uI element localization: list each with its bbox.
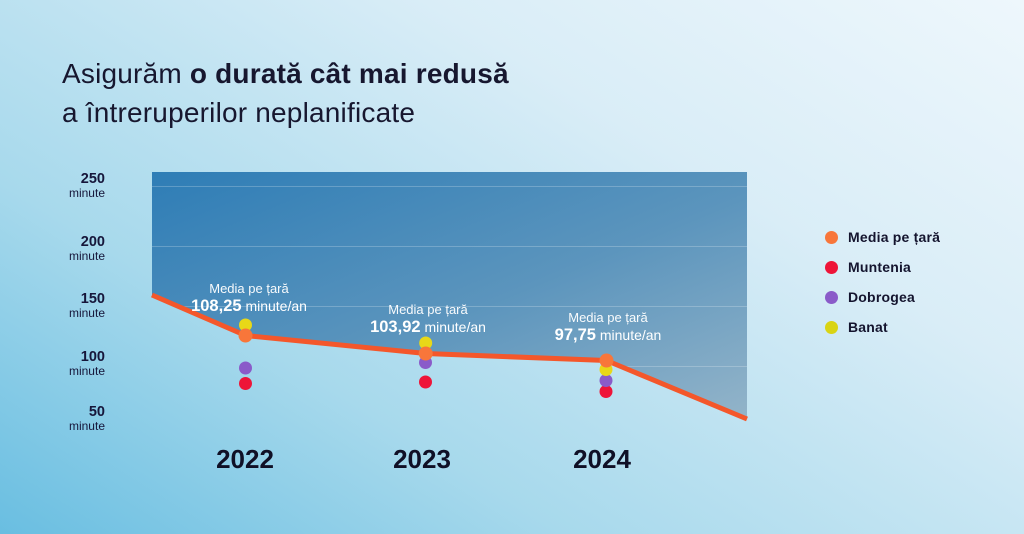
y-tick-value: 100 [80, 349, 105, 365]
legend-dot-orange-icon [825, 230, 838, 244]
x-tick-2023: 2023 [393, 444, 451, 474]
point-2022-dobrogea [239, 361, 252, 375]
legend-dot-yellow-icon [825, 320, 838, 334]
legend-item-muntenia: Muntenia [825, 256, 940, 278]
annotation-value: 103,92 [370, 317, 421, 336]
legend-dot-purple-icon [825, 290, 838, 304]
annotation-2023: Media pe țară 103,92 minute/an [370, 302, 486, 337]
annotation-label: Media pe țară [568, 310, 648, 325]
legend: Media pe țară Muntenia Dobrogea Banat [825, 226, 940, 346]
legend-item-banat: Banat [825, 316, 940, 338]
annotation-label: Media pe țară [388, 302, 468, 317]
point-2023-media [418, 346, 433, 361]
annotation-2022: Media pe țară 108,25 minute/an [191, 281, 307, 316]
point-2023-muntenia [419, 375, 432, 389]
y-tick-250: 250 minute [30, 172, 105, 200]
point-2024-muntenia [599, 385, 613, 398]
y-tick-unit: minute [68, 419, 105, 433]
point-2022-banat [239, 318, 252, 332]
annotation-value: 97,75 [554, 325, 596, 344]
title-line2: a întreruperilor neplanificate [62, 97, 416, 128]
annotation-unit: minute/an [599, 326, 662, 343]
y-tick-unit: minute [68, 306, 105, 320]
point-2024-media [599, 353, 614, 368]
annotation-unit: minute/an [245, 297, 307, 314]
point-2022-muntenia [239, 377, 252, 390]
y-tick-value: 50 [88, 404, 105, 420]
y-tick-unit: minute [68, 249, 105, 263]
y-tick-100: 100 minute [30, 350, 105, 378]
title-highlight: o durată cât mai redusă [189, 58, 509, 89]
y-tick-value: 250 [80, 171, 105, 187]
y-tick-value: 200 [80, 234, 105, 250]
y-tick-unit: minute [68, 364, 105, 378]
annotation-value: 108,25 [191, 296, 242, 315]
y-tick-200: 200 minute [30, 235, 105, 263]
legend-item-media-pe-tara: Media pe țară [825, 226, 940, 248]
y-tick-50: 50 minute [30, 405, 105, 433]
annotation-unit: minute/an [424, 318, 486, 335]
legend-label: Dobrogea [848, 289, 915, 305]
legend-item-dobrogea: Dobrogea [825, 286, 940, 308]
annotation-label: Media pe țară [209, 281, 289, 296]
page-title: Asigurăm o durată cât mai redusă a între… [62, 54, 509, 132]
x-tick-2022: 2022 [216, 444, 274, 474]
point-2024-dobrogea [599, 374, 613, 387]
x-tick-2024: 2024 [573, 444, 631, 474]
annotation-2024: Media pe țară 97,75 minute/an [555, 310, 662, 345]
point-2023-banat [419, 336, 433, 350]
legend-label: Banat [848, 319, 888, 335]
y-tick-unit: minute [68, 186, 105, 200]
legend-label: Muntenia [848, 259, 912, 275]
y-tick-value: 150 [80, 291, 105, 307]
y-tick-150: 150 minute [30, 292, 105, 320]
title-prefix: Asigurăm [62, 58, 190, 89]
point-2022-media [238, 328, 253, 343]
legend-label: Media pe țară [848, 229, 941, 245]
chart-area-fill [152, 172, 747, 419]
legend-dot-red-icon [825, 260, 838, 274]
